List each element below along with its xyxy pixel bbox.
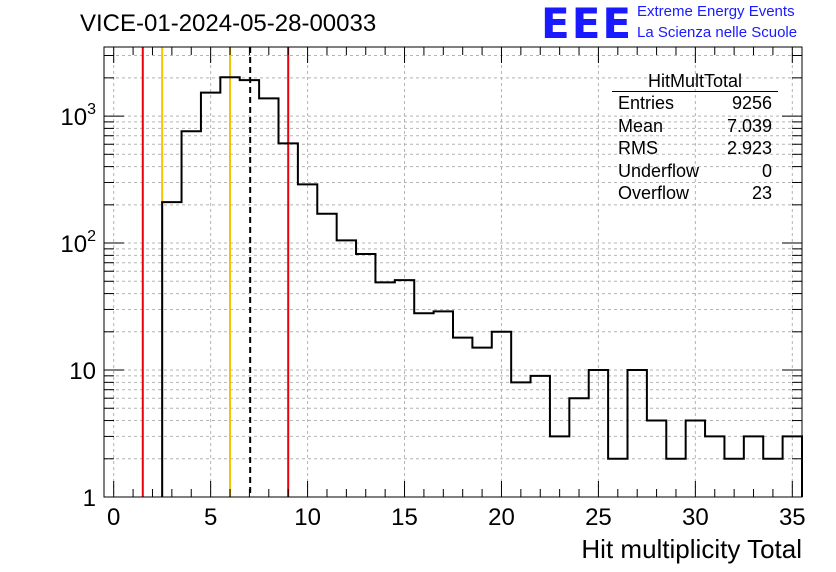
x-tick-label: 30 bbox=[682, 504, 709, 531]
histogram-bin bbox=[569, 398, 588, 497]
x-tick-label: 5 bbox=[204, 504, 217, 531]
histogram-bin bbox=[395, 280, 414, 497]
tick-labels: 1 10 102 103 0 5 10 15 20 25 30 35 bbox=[60, 101, 805, 531]
x-tick-label: 25 bbox=[585, 504, 612, 531]
histogram-bin bbox=[279, 143, 298, 497]
histogram-bin bbox=[298, 184, 317, 497]
stats-box: HitMultTotal Entries 9256 Mean 7.039 RMS… bbox=[612, 72, 778, 205]
stats-value: 0 bbox=[761, 160, 772, 181]
histogram-bin bbox=[550, 436, 569, 497]
stats-label: Overflow bbox=[618, 183, 690, 203]
histogram-bin bbox=[259, 98, 278, 497]
logo-line-2: La Scienza nelle Scuole bbox=[637, 24, 798, 41]
histogram-bars bbox=[161, 76, 803, 497]
histogram-bin bbox=[240, 80, 259, 497]
histogram-bin bbox=[337, 240, 356, 497]
stats-row-rms: RMS 2.923 bbox=[612, 137, 778, 160]
histogram-bin bbox=[356, 254, 375, 497]
histogram-bin bbox=[220, 77, 239, 497]
y-tick-label: 102 bbox=[60, 228, 96, 258]
histogram-outline bbox=[161, 76, 803, 497]
histogram-bin bbox=[589, 370, 608, 497]
stats-row-mean: Mean 7.039 bbox=[612, 115, 778, 138]
x-axis-label: Hit multiplicity Total bbox=[581, 534, 802, 564]
logo-line-1: Extreme Energy Events bbox=[637, 3, 795, 20]
histogram-bin bbox=[647, 421, 666, 497]
y-tick-label: 10 bbox=[69, 358, 96, 385]
x-tick-label: 0 bbox=[107, 504, 120, 531]
x-tick-label: 20 bbox=[488, 504, 515, 531]
histogram-bin bbox=[453, 338, 472, 497]
histogram-bin bbox=[472, 348, 491, 497]
histogram-bin bbox=[414, 313, 433, 497]
histogram-bin bbox=[628, 370, 647, 497]
histogram-bin bbox=[201, 93, 220, 497]
y-tick-label: 103 bbox=[60, 101, 96, 131]
grid-lines bbox=[104, 47, 802, 497]
stats-label: Underflow bbox=[618, 160, 700, 181]
stats-value: 23 bbox=[751, 183, 772, 203]
stats-label: RMS bbox=[618, 138, 658, 158]
histogram-bin bbox=[492, 332, 511, 497]
stats-label: Entries bbox=[618, 93, 675, 113]
plot-frame bbox=[103, 46, 803, 498]
stats-row-entries: Entries 9256 bbox=[612, 92, 778, 115]
stats-row-underflow: Underflow 0 bbox=[612, 160, 778, 183]
histogram-bin bbox=[511, 382, 530, 497]
axis-ticks bbox=[104, 47, 802, 498]
stats-title: HitMultTotal bbox=[612, 72, 778, 92]
stats-label: Mean bbox=[618, 115, 664, 136]
histogram-bin bbox=[182, 131, 201, 497]
histogram-bin bbox=[434, 311, 453, 497]
eee-logo: EEE bbox=[541, 0, 634, 48]
histogram-bin bbox=[317, 214, 336, 497]
histogram-bin bbox=[705, 436, 724, 497]
stats-row-overflow: Overflow 23 bbox=[612, 182, 778, 205]
stats-value: 7.039 bbox=[726, 115, 772, 136]
y-tick-label: 1 bbox=[83, 485, 96, 512]
stats-value: 9256 bbox=[731, 93, 772, 113]
x-tick-label: 35 bbox=[779, 504, 806, 531]
x-tick-label: 10 bbox=[294, 504, 321, 531]
stats-value: 2.923 bbox=[726, 138, 772, 158]
histogram-bin bbox=[162, 202, 181, 497]
histogram-bin bbox=[531, 376, 550, 497]
x-tick-label: 15 bbox=[391, 504, 418, 531]
histogram-bin bbox=[375, 282, 394, 497]
chart-title: VICE-01-2024-05-28-00033 bbox=[80, 10, 377, 37]
histogram-bin bbox=[744, 436, 763, 497]
